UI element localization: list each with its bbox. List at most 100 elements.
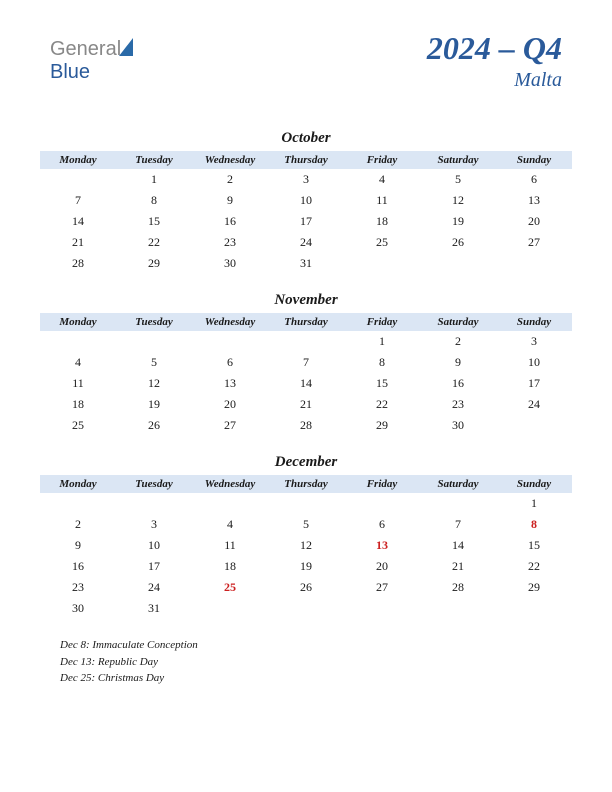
- day-cell: 28: [420, 577, 496, 598]
- day-cell: [268, 493, 344, 514]
- day-cell: 25: [344, 232, 420, 253]
- day-cell: 7: [420, 514, 496, 535]
- day-cell: [192, 331, 268, 352]
- day-cell: 31: [268, 253, 344, 274]
- day-header: Saturday: [420, 313, 496, 331]
- day-cell: 21: [420, 556, 496, 577]
- day-cell: 13: [496, 190, 572, 211]
- day-cell: 2: [192, 169, 268, 190]
- table-row: 123: [40, 331, 572, 352]
- day-cell: 11: [192, 535, 268, 556]
- day-cell: 18: [40, 394, 116, 415]
- day-header: Saturday: [420, 151, 496, 169]
- day-cell: 14: [40, 211, 116, 232]
- day-cell: [40, 331, 116, 352]
- day-cell: [268, 598, 344, 619]
- calendar-table: MondayTuesdayWednesdayThursdayFridaySatu…: [40, 313, 572, 436]
- day-cell: 24: [268, 232, 344, 253]
- table-row: 28293031: [40, 253, 572, 274]
- day-cell: [116, 493, 192, 514]
- day-cell: 15: [496, 535, 572, 556]
- day-cell: 13: [192, 373, 268, 394]
- day-cell: [496, 415, 572, 436]
- day-header: Wednesday: [192, 151, 268, 169]
- day-cell: 20: [344, 556, 420, 577]
- day-cell: 20: [496, 211, 572, 232]
- day-cell: 4: [344, 169, 420, 190]
- day-cell: 31: [116, 598, 192, 619]
- day-cell: 5: [116, 352, 192, 373]
- day-header: Thursday: [268, 313, 344, 331]
- day-header: Friday: [344, 475, 420, 493]
- day-cell: 26: [420, 232, 496, 253]
- day-cell: 3: [496, 331, 572, 352]
- day-cell: 18: [192, 556, 268, 577]
- day-cell: 26: [268, 577, 344, 598]
- day-cell: 2: [420, 331, 496, 352]
- day-cell: 12: [268, 535, 344, 556]
- day-cell: 15: [344, 373, 420, 394]
- table-row: 18192021222324: [40, 394, 572, 415]
- day-cell: 19: [116, 394, 192, 415]
- day-cell: [192, 493, 268, 514]
- day-cell: 17: [116, 556, 192, 577]
- day-cell: 12: [420, 190, 496, 211]
- day-cell: 3: [116, 514, 192, 535]
- day-header: Monday: [40, 313, 116, 331]
- day-header: Tuesday: [116, 475, 192, 493]
- day-cell: [420, 598, 496, 619]
- day-header: Sunday: [496, 475, 572, 493]
- day-cell: 4: [40, 352, 116, 373]
- day-cell: 26: [116, 415, 192, 436]
- day-cell: 30: [192, 253, 268, 274]
- day-cell: [116, 331, 192, 352]
- logo-text-2: Blue: [50, 61, 90, 83]
- header: 2024 – Q4 Malta: [427, 30, 562, 92]
- day-cell: 30: [420, 415, 496, 436]
- day-cell: 21: [268, 394, 344, 415]
- day-cell: [344, 493, 420, 514]
- day-cell: 21: [40, 232, 116, 253]
- day-cell: [496, 598, 572, 619]
- day-cell: 15: [116, 211, 192, 232]
- day-cell: 8: [344, 352, 420, 373]
- day-header: Wednesday: [192, 475, 268, 493]
- logo-text-1: General: [50, 38, 121, 60]
- holiday-entry: Dec 8: Immaculate Conception: [60, 637, 572, 654]
- day-cell: 23: [420, 394, 496, 415]
- table-row: 252627282930: [40, 415, 572, 436]
- month-name: October: [40, 130, 572, 147]
- months-container: OctoberMondayTuesdayWednesdayThursdayFri…: [40, 130, 572, 619]
- day-cell: 1: [344, 331, 420, 352]
- day-header: Tuesday: [116, 313, 192, 331]
- day-cell: 8: [116, 190, 192, 211]
- table-row: 78910111213: [40, 190, 572, 211]
- month-name: December: [40, 454, 572, 471]
- day-cell: [268, 331, 344, 352]
- day-cell: 10: [268, 190, 344, 211]
- day-cell: 5: [420, 169, 496, 190]
- day-cell: 29: [116, 253, 192, 274]
- day-cell: 22: [496, 556, 572, 577]
- day-cell: 20: [192, 394, 268, 415]
- logo-triangle-icon: [119, 38, 133, 56]
- day-cell: 10: [496, 352, 572, 373]
- day-cell: 9: [420, 352, 496, 373]
- day-cell: 16: [192, 211, 268, 232]
- table-row: 14151617181920: [40, 211, 572, 232]
- day-cell: 6: [344, 514, 420, 535]
- day-header: Wednesday: [192, 313, 268, 331]
- day-cell: 10: [116, 535, 192, 556]
- day-cell: [40, 493, 116, 514]
- day-cell: 22: [116, 232, 192, 253]
- table-row: 45678910: [40, 352, 572, 373]
- day-cell: 25: [40, 415, 116, 436]
- table-row: 2345678: [40, 514, 572, 535]
- day-cell: 23: [192, 232, 268, 253]
- day-cell: 3: [268, 169, 344, 190]
- day-header: Thursday: [268, 151, 344, 169]
- day-cell: 24: [116, 577, 192, 598]
- day-cell: 24: [496, 394, 572, 415]
- day-cell: [496, 253, 572, 274]
- month-block: DecemberMondayTuesdayWednesdayThursdayFr…: [40, 454, 572, 619]
